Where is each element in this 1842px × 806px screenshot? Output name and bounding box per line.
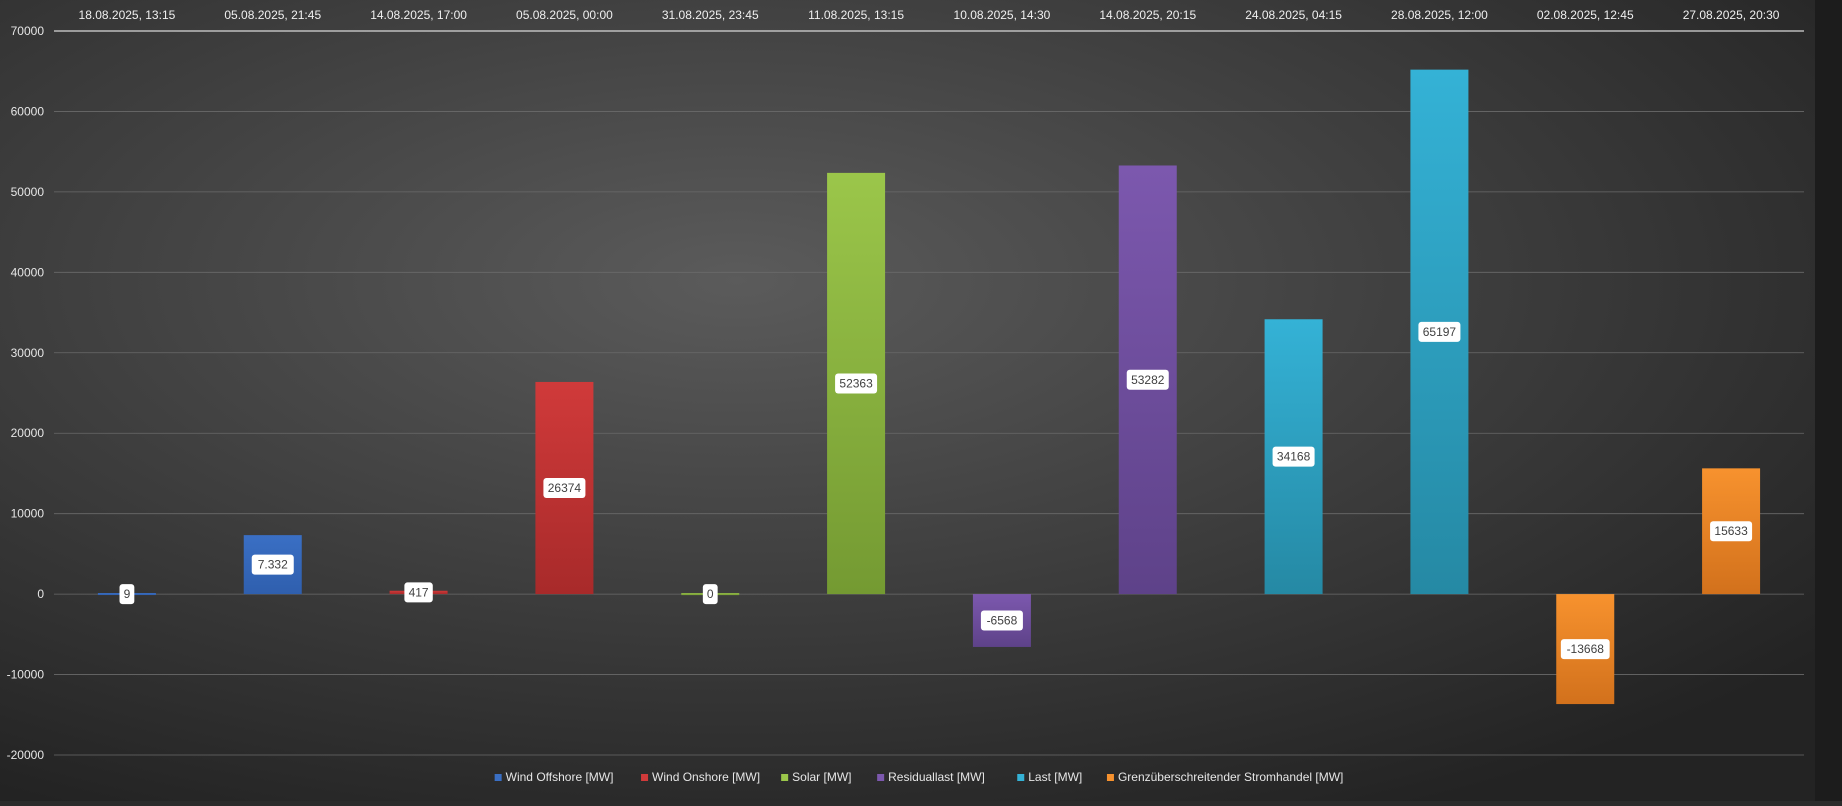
x-category-label: 14.08.2025, 17:00 bbox=[370, 8, 467, 22]
data-label: 53282 bbox=[1131, 373, 1165, 387]
x-category-label: 02.08.2025, 12:45 bbox=[1537, 8, 1634, 22]
y-tick-label: 30000 bbox=[11, 346, 45, 360]
data-label-box bbox=[404, 582, 433, 603]
data-label-box bbox=[1710, 521, 1753, 542]
y-axis-ticks: 70000 60000 50000 40000 30000 20000 10000 0 -100… bbox=[7, 24, 45, 762]
data-label: 65197 bbox=[1423, 325, 1457, 339]
y-tick-label: -10000 bbox=[7, 668, 45, 682]
legend-swatch bbox=[1017, 774, 1025, 781]
right-panel-strip bbox=[1815, 0, 1842, 801]
y-tick-label: 40000 bbox=[11, 265, 45, 279]
data-labels: 9 7.332 417 26374 0 52363 -6568 53282 34168 65197… bbox=[119, 321, 1753, 660]
gridlines bbox=[54, 30, 1804, 756]
y-tick-label: 50000 bbox=[11, 185, 45, 199]
x-category-label: 11.08.2025, 13:15 bbox=[808, 8, 904, 22]
x-category-label: 14.08.2025, 20:15 bbox=[1099, 8, 1196, 22]
data-label-box bbox=[119, 584, 135, 605]
data-label: 15633 bbox=[1714, 524, 1748, 538]
data-label: -6568 bbox=[987, 614, 1018, 628]
data-label: 34168 bbox=[1277, 450, 1311, 464]
data-label: 52363 bbox=[839, 376, 873, 390]
legend-swatch bbox=[641, 774, 649, 781]
legend-entry: Solar [MW] bbox=[792, 770, 851, 784]
legend-swatch bbox=[781, 774, 789, 781]
data-label: 7.332 bbox=[258, 558, 288, 572]
data-label-box bbox=[1560, 639, 1610, 660]
data-label: 417 bbox=[409, 585, 429, 599]
y-tick-label: 70000 bbox=[11, 24, 45, 38]
data-label-box bbox=[980, 610, 1023, 631]
data-label: -13668 bbox=[1567, 642, 1605, 656]
x-category-label: 31.08.2025, 23:45 bbox=[662, 8, 759, 22]
y-tick-label: 10000 bbox=[11, 507, 45, 521]
data-label-box bbox=[702, 584, 718, 605]
data-label-box bbox=[251, 554, 294, 575]
data-label: 9 bbox=[124, 587, 131, 601]
x-category-label: 05.08.2025, 21:45 bbox=[224, 8, 321, 22]
x-axis-category-labels: 18.08.2025, 13:15 05.08.2025, 21:45 14.08.… bbox=[79, 8, 1780, 22]
x-category-label: 10.08.2025, 14:30 bbox=[954, 8, 1051, 22]
data-label-box bbox=[1418, 321, 1461, 342]
data-label-box bbox=[835, 373, 878, 394]
y-tick-label: -20000 bbox=[7, 748, 45, 762]
legend-entry: Wind Onshore [MW] bbox=[652, 770, 760, 784]
y-tick-label: 60000 bbox=[11, 104, 45, 118]
legend-swatch bbox=[494, 774, 502, 781]
legend-entry: Wind Offshore [MW] bbox=[506, 770, 614, 784]
legend-entry: Last [MW] bbox=[1028, 770, 1082, 784]
x-category-label: 24.08.2025, 04:15 bbox=[1245, 8, 1342, 22]
data-label: 26374 bbox=[548, 481, 582, 495]
y-tick-label: 0 bbox=[37, 587, 44, 601]
legend-entry: Grenzüberschreitender Stromhandel [MW] bbox=[1118, 770, 1343, 784]
legend-swatch bbox=[1106, 774, 1114, 781]
x-category-label: 27.08.2025, 20:30 bbox=[1683, 8, 1780, 22]
data-label-box bbox=[543, 478, 586, 499]
legend-entry: Residuallast [MW] bbox=[888, 770, 985, 784]
legend-swatch bbox=[877, 774, 885, 781]
legend: Wind Offshore [MW] Wind Onshore [MW] Solar… bbox=[494, 770, 1343, 784]
data-label-box bbox=[1126, 369, 1169, 390]
data-label: 0 bbox=[707, 587, 714, 601]
x-category-label: 05.08.2025, 00:00 bbox=[516, 8, 613, 22]
x-category-label: 28.08.2025, 12:00 bbox=[1391, 8, 1488, 22]
data-label-box bbox=[1272, 446, 1315, 467]
y-tick-label: 20000 bbox=[11, 426, 45, 440]
x-category-label: 18.08.2025, 13:15 bbox=[79, 8, 176, 22]
